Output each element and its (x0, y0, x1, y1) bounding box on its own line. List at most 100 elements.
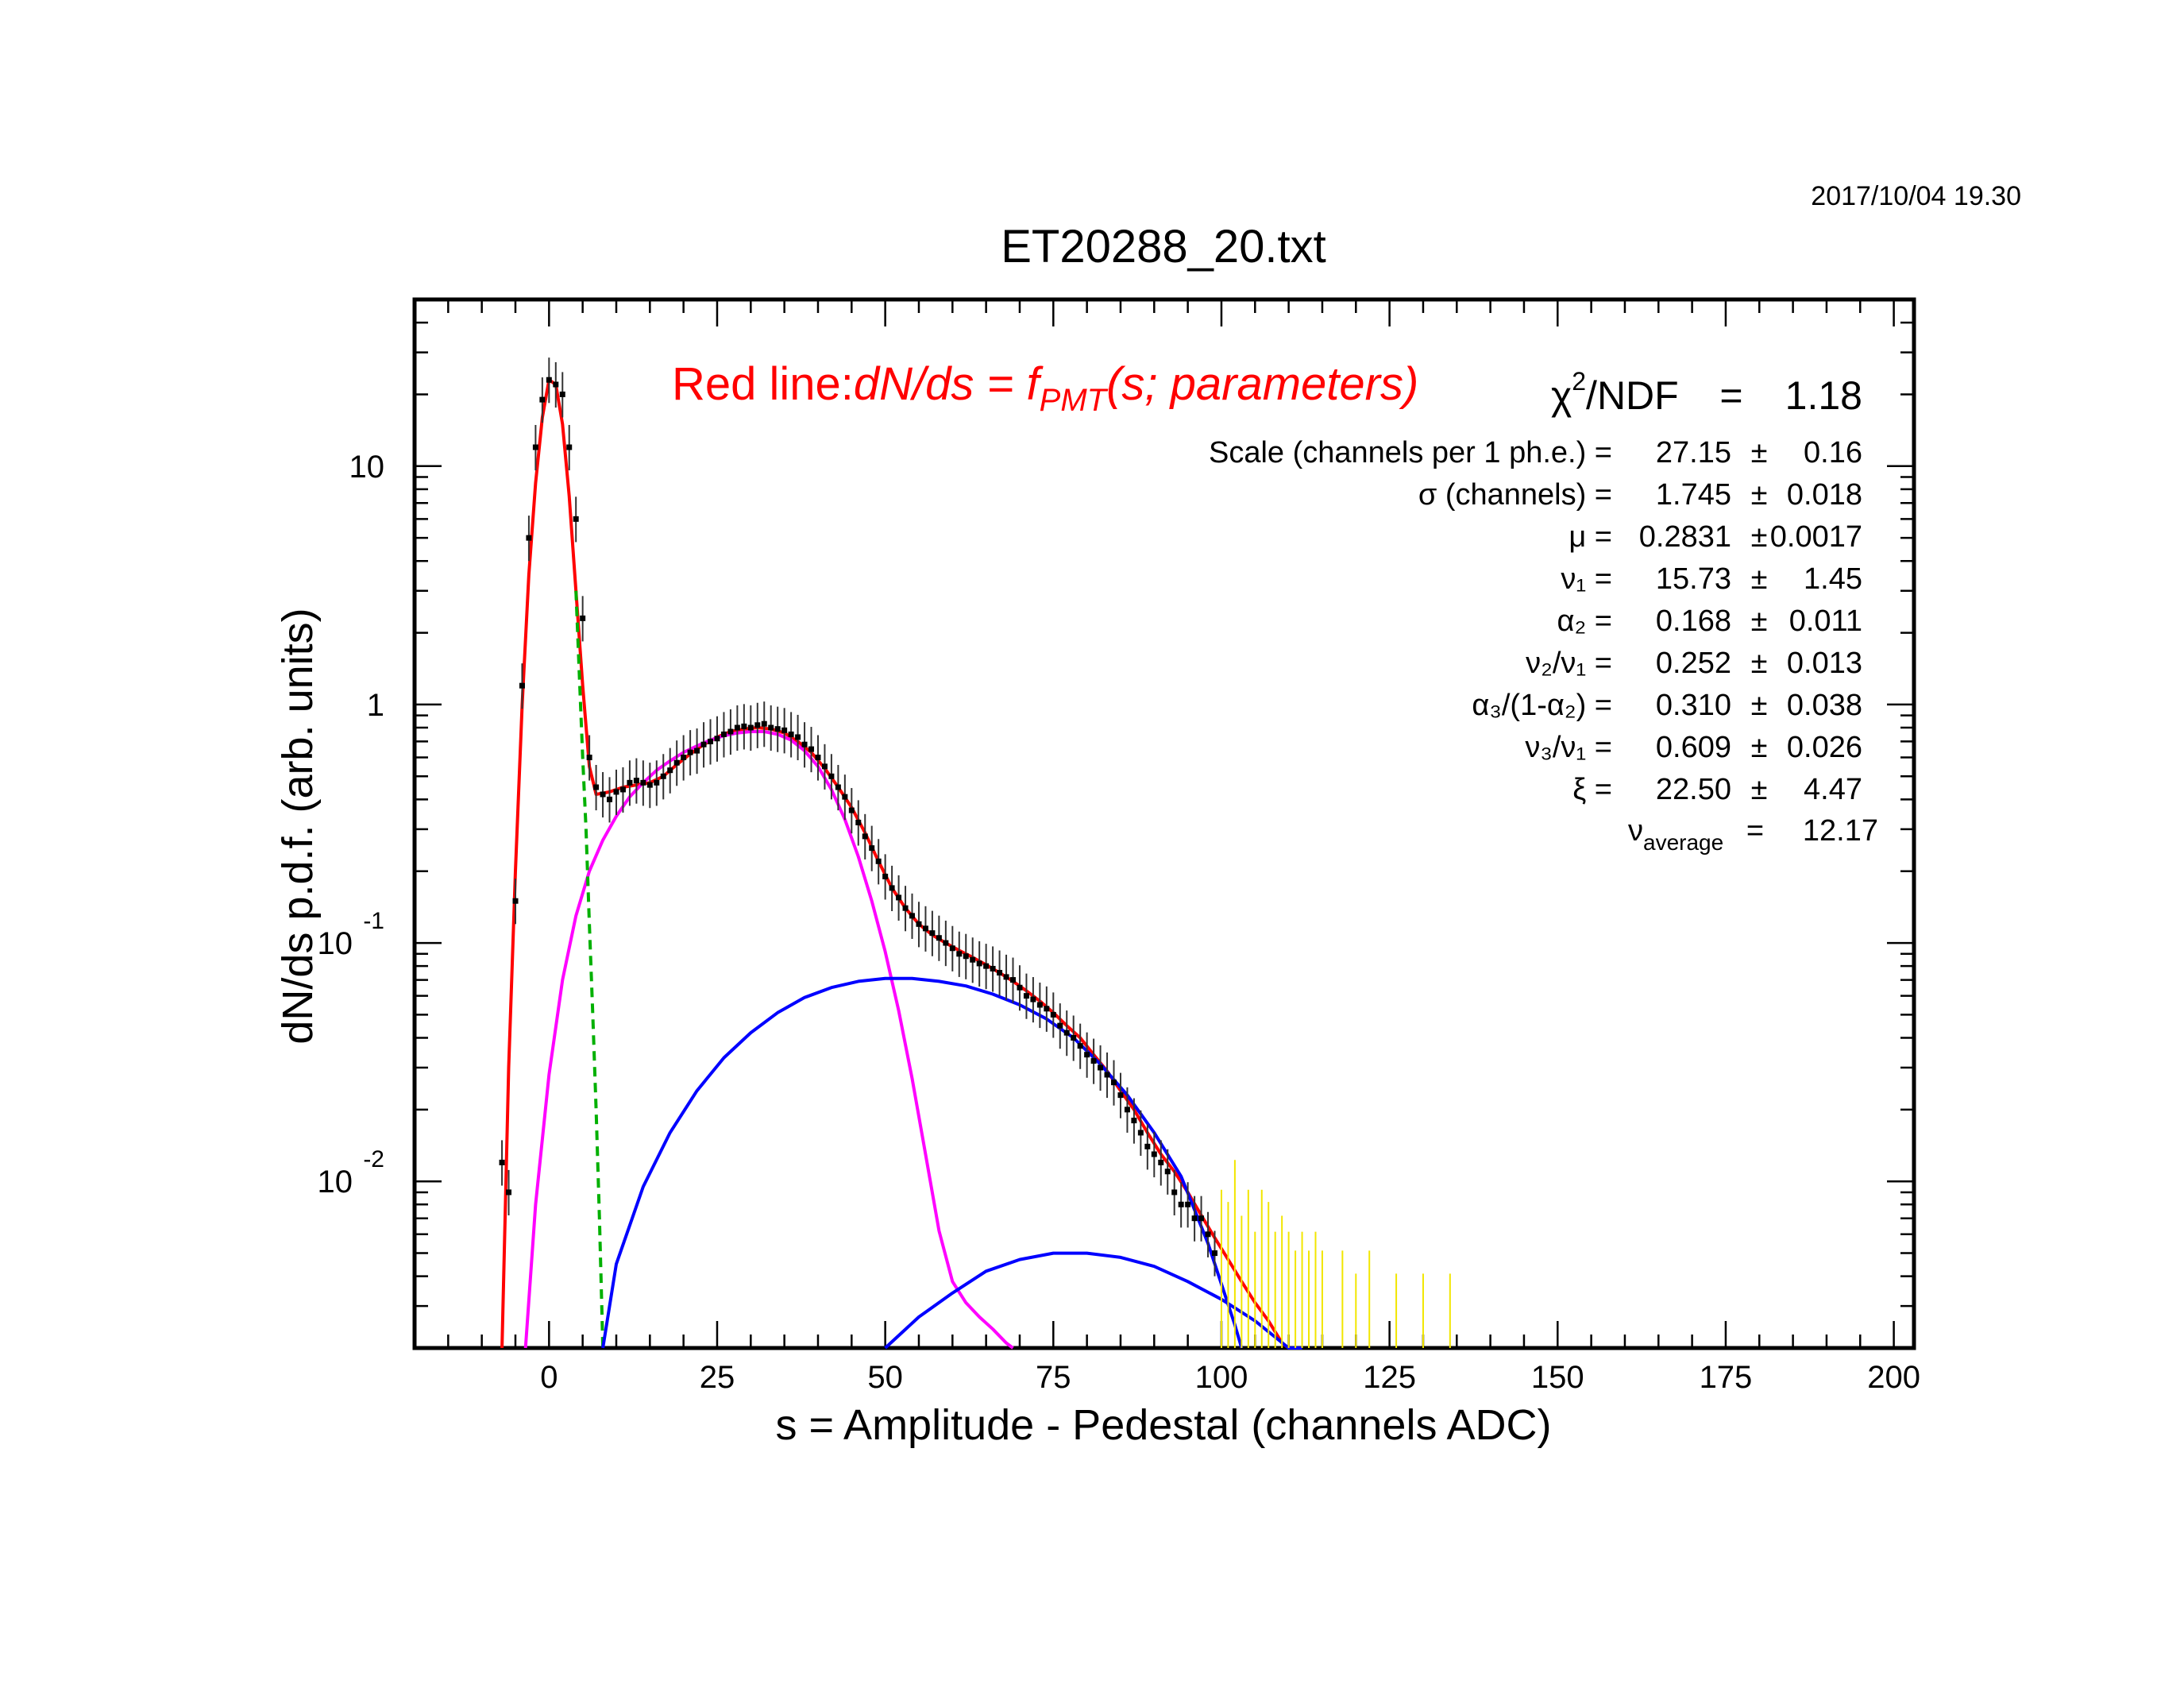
data-point (741, 723, 747, 729)
data-point (1050, 1011, 1056, 1018)
fit-param-pm: ± (1751, 647, 1768, 680)
data-point (788, 731, 794, 737)
data-point (532, 444, 538, 450)
data-point (1178, 1201, 1184, 1207)
chart-title: ET20288_20.txt (1001, 221, 1326, 272)
data-point (842, 794, 848, 800)
data-point (720, 731, 727, 737)
chi2-value: 1.18 (1785, 373, 1862, 418)
data-point (1158, 1159, 1164, 1165)
data-point (1084, 1052, 1090, 1058)
data-point (1023, 993, 1029, 999)
data-point (1003, 974, 1009, 980)
data-point (700, 741, 707, 747)
data-point (1144, 1143, 1151, 1149)
fit-param-value: 27.15 (1656, 436, 1731, 469)
fit-param-pm: ± (1751, 478, 1768, 512)
fit-param-label: μ = (1569, 520, 1612, 554)
data-point (566, 444, 573, 450)
fit-param-value: 0.2831 (1639, 520, 1731, 554)
fit-param-error: 1.45 (1804, 562, 1862, 596)
data-point (1185, 1201, 1191, 1207)
annotation-formula-b: (s; parameters) (1106, 358, 1418, 410)
nu-average-label: νaverage (1628, 814, 1723, 855)
x-tick-label: 200 (1867, 1360, 1920, 1395)
data-point (580, 615, 586, 621)
fit-param-value: 0.609 (1656, 731, 1731, 764)
data-point (976, 960, 982, 967)
data-point (781, 727, 788, 733)
data-point (1017, 984, 1023, 991)
fit-param-error: 0.011 (1789, 605, 1862, 638)
data-point (1063, 1029, 1070, 1036)
fit-param-error: 4.47 (1804, 773, 1862, 806)
data-point (654, 779, 660, 786)
data-point (546, 377, 552, 383)
curve-magenta (523, 730, 1014, 1350)
fit-param-label: σ (channels) = (1418, 478, 1612, 512)
x-tick-label: 75 (1036, 1360, 1071, 1395)
fit-param-error: 0.026 (1787, 731, 1862, 764)
red-line-annotation: Red line:dN/ds = fPMT(s; parameters) (672, 358, 1418, 418)
data-point (963, 953, 969, 960)
data-point (835, 784, 841, 790)
data-point (708, 738, 714, 744)
y-tick-label-exponent: -2 (363, 1146, 384, 1172)
fit-param-pm: ± (1751, 562, 1768, 596)
data-point (694, 747, 700, 754)
data-point (896, 894, 902, 901)
fit-param-pm: ± (1751, 731, 1768, 764)
data-point (902, 905, 909, 911)
data-point (747, 724, 754, 731)
data-point (821, 763, 828, 770)
y-axis-label: dN/ds p.d.f. (arb. units) (274, 608, 322, 1044)
data-point (1151, 1151, 1157, 1157)
data-point (640, 779, 646, 786)
fit-param-value: 22.50 (1656, 773, 1731, 806)
data-point (862, 833, 868, 840)
data-point (943, 940, 949, 946)
fit-param-value: 15.73 (1656, 562, 1731, 596)
y-tick-label: 1 (367, 688, 384, 723)
data-point (607, 796, 613, 802)
data-point (815, 755, 821, 761)
x-tick-label: 50 (867, 1360, 903, 1395)
fit-param-pm: ± (1751, 689, 1768, 722)
data-point (1044, 1006, 1050, 1012)
nu-average-value: 12.17 (1803, 814, 1878, 848)
data-point (761, 720, 767, 727)
data-point (593, 784, 600, 790)
y-tick-label: 10 (318, 1165, 353, 1199)
fit-param-error: 0.038 (1787, 689, 1862, 722)
curve-green (574, 590, 605, 1349)
data-point (1171, 1189, 1178, 1196)
fit-param-error: 0.013 (1787, 647, 1862, 680)
data-point (506, 1189, 512, 1196)
data-point (983, 963, 990, 969)
fit-param-error: 0.018 (1787, 478, 1862, 512)
data-point (889, 885, 895, 891)
data-point (1111, 1080, 1117, 1086)
data-point (600, 791, 606, 798)
data-point (613, 789, 619, 795)
data-point (539, 396, 546, 403)
fit-param-label: ν₁ = (1561, 562, 1612, 596)
chi2-equals: = (1719, 373, 1742, 418)
data-point (875, 858, 882, 864)
data-point (1077, 1043, 1083, 1049)
data-point (727, 728, 734, 735)
curve-blue1 (601, 976, 1244, 1349)
data-point (929, 930, 936, 937)
fit-param-error: 0.16 (1804, 436, 1862, 469)
data-point (627, 779, 633, 786)
data-point (801, 741, 808, 747)
fit-param-label: ν₂/ν₁ = (1526, 647, 1612, 680)
data-point (1098, 1064, 1104, 1071)
fit-param-label: α₃/(1-α₂) = (1472, 689, 1612, 722)
data-point (997, 970, 1003, 976)
data-point (519, 682, 525, 689)
data-point (1057, 1022, 1063, 1029)
timestamp-label: 2017/10/04 19.30 (1811, 181, 2021, 211)
fit-param-value: 0.252 (1656, 647, 1731, 680)
